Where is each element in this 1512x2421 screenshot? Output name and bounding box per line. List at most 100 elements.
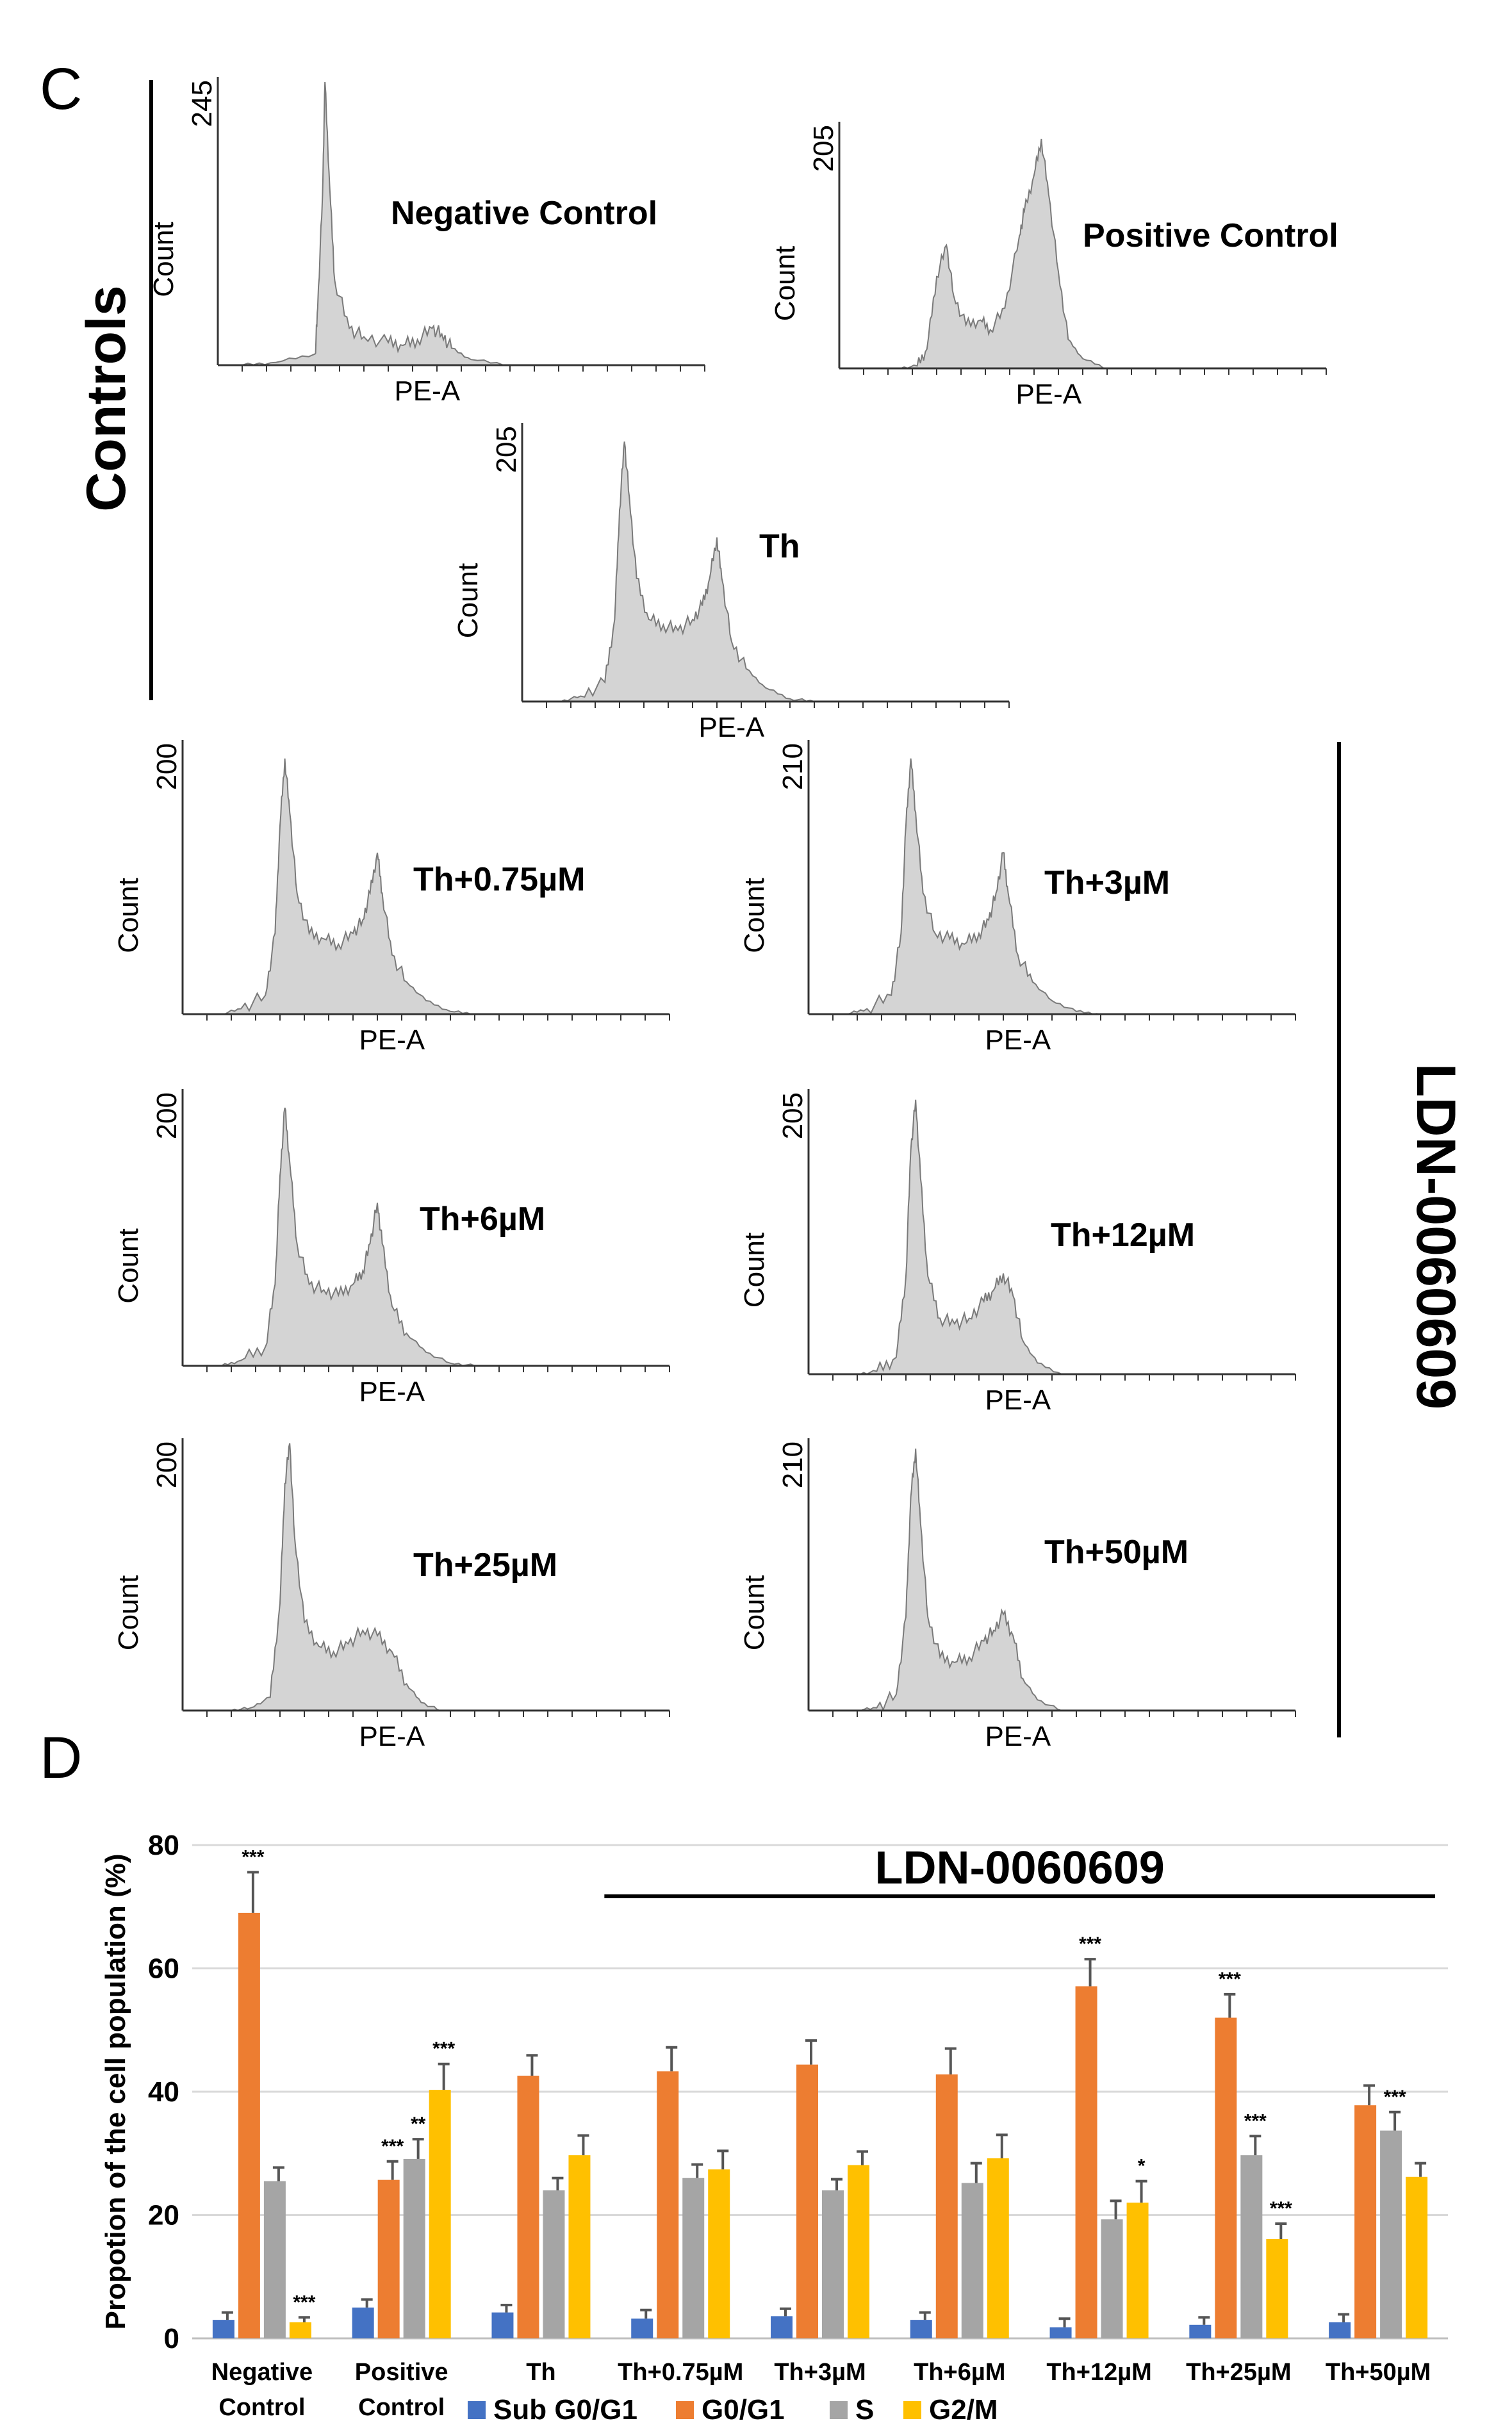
bar [796, 2064, 818, 2338]
histogram-1: 245 Count PE-A Negative Control [148, 77, 705, 407]
bar [238, 1912, 260, 2338]
category-label: Th+6µM [914, 2359, 1005, 2386]
histogram-x-label: PE-A [359, 1721, 425, 1752]
histogram-9: 210 Count PE-A Th+50µM [739, 1438, 1296, 1752]
bar [352, 2307, 374, 2338]
bar [1189, 2324, 1212, 2338]
histogram-8: 200 Count PE-A Th+25µM [113, 1438, 670, 1752]
category-label: Control [358, 2394, 445, 2421]
bar [1101, 2219, 1123, 2338]
histogram-2: 205 Count PE-A Positive Control [769, 122, 1338, 410]
ldn-label: LDN-0060609 [1405, 1063, 1467, 1409]
histogram-5: 210 Count PE-A Th+3µM [739, 740, 1296, 1056]
histogram-title: Th+3µM [1044, 864, 1170, 901]
bar [910, 2320, 932, 2338]
histogram-ymax: 210 [777, 1441, 809, 1488]
legend-swatch [468, 2401, 486, 2419]
histogram-ymax: 245 [186, 80, 218, 127]
significance-marker: * [1138, 2156, 1146, 2177]
category-label: Positive [355, 2359, 448, 2386]
category-label: Control [218, 2394, 305, 2421]
bar [517, 2075, 539, 2338]
bar [657, 2071, 679, 2338]
histogram-distribution [183, 1443, 670, 1712]
bar [1329, 2322, 1351, 2338]
histogram-x-label: PE-A [698, 712, 764, 743]
bar [491, 2312, 514, 2338]
histogram-title: Th+50µM [1044, 1534, 1188, 1571]
histogram-x-label: PE-A [1015, 379, 1081, 410]
significance-marker: *** [381, 2136, 404, 2157]
bar [568, 2155, 591, 2338]
histogram-title: Th+0.75µM [413, 861, 585, 898]
bar [848, 2165, 869, 2338]
histogram-3: 205 Count PE-A Th [452, 423, 1010, 743]
histogram-distribution [839, 138, 1326, 369]
significance-marker: *** [1270, 2198, 1292, 2219]
y-tick-label: 40 [148, 2076, 179, 2108]
histogram-title: Positive Control [1083, 217, 1338, 254]
significance-marker: *** [432, 2039, 455, 2060]
bar [1049, 2327, 1072, 2338]
histogram-4: 200 Count PE-A Th+0.75µM [113, 740, 670, 1056]
histogram-distribution [218, 81, 705, 366]
significance-marker: *** [1384, 2087, 1406, 2108]
legend-swatch [676, 2401, 694, 2419]
histogram-ymax: 205 [777, 1092, 809, 1139]
histogram-y-label: Count [739, 1575, 770, 1650]
histogram-title: Th+25µM [413, 1547, 557, 1584]
chart-title: LDN-0060609 [875, 1842, 1165, 1894]
histogram-y-label: Count [113, 878, 144, 953]
histogram-ymax: 200 [151, 1092, 183, 1139]
category-label: Th [526, 2359, 555, 2386]
legend-swatch [830, 2401, 848, 2419]
legend-label: S [855, 2394, 874, 2421]
cell-cycle-bar-chart: 0 20 40 60 80 Propotion of the cell populatio… [100, 1830, 1448, 2421]
histogram-distribution [522, 441, 1009, 702]
bar [429, 2090, 451, 2338]
panel-d-label: D [40, 1725, 82, 1791]
histogram-distribution [183, 758, 670, 1015]
histogram-title: Negative Control [391, 195, 657, 232]
bar [935, 2074, 958, 2338]
y-tick-label: 60 [148, 1953, 179, 1985]
bar [631, 2318, 653, 2338]
histogram-title: Th+12µM [1051, 1217, 1195, 1254]
legend-label: Sub G0/G1 [493, 2394, 637, 2421]
bar [1406, 2176, 1428, 2338]
histogram-x-label: PE-A [985, 1384, 1051, 1416]
bar [987, 2158, 1009, 2338]
significance-marker: ** [411, 2113, 426, 2135]
histogram-6: 200 Count PE-A Th+6µM [113, 1089, 670, 1407]
bar [708, 2169, 730, 2338]
histogram-y-label: Count [452, 563, 484, 638]
bar [1240, 2155, 1263, 2338]
category-label: Th+12µM [1046, 2359, 1151, 2386]
significance-marker: *** [242, 1846, 264, 1867]
histogram-y-label: Count [769, 246, 801, 321]
bar [961, 2183, 983, 2338]
histogram-ymax: 200 [151, 1441, 183, 1488]
bar [1266, 2239, 1288, 2338]
controls-label: Controls [76, 285, 137, 512]
bar [1075, 1986, 1097, 2338]
y-axis-label: Propotion of the cell population (%) [100, 1853, 131, 2329]
category-label: Th+3µM [774, 2359, 866, 2386]
histogram-y-label: Count [113, 1228, 144, 1303]
histogram-y-label: Count [739, 1233, 770, 1308]
bar [1126, 2203, 1149, 2338]
bar [263, 2181, 286, 2338]
histogram-x-label: PE-A [985, 1024, 1051, 1056]
histogram-ymax: 205 [808, 125, 839, 172]
histogram-x-label: PE-A [985, 1721, 1051, 1752]
y-tick-label: 80 [148, 1830, 179, 1861]
y-tick-label: 20 [148, 2200, 179, 2231]
legend-label: G0/G1 [702, 2394, 785, 2421]
histogram-y-label: Count [148, 222, 179, 297]
category-label: Th+50µM [1326, 2359, 1431, 2386]
legend-label: G2/M [929, 2394, 998, 2421]
significance-marker: *** [1079, 1933, 1101, 1955]
bar [1215, 2017, 1237, 2338]
category-label: Negative [211, 2359, 313, 2386]
